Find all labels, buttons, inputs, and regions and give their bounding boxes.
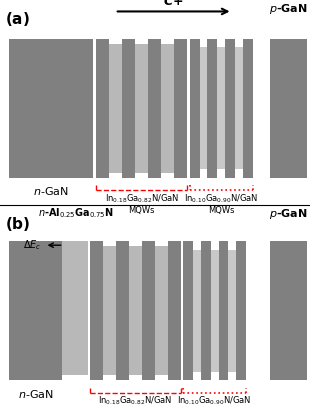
Text: $n$-GaN: $n$-GaN	[33, 185, 69, 197]
Text: $\mathbf{(b)}$: $\mathbf{(b)}$	[5, 215, 30, 233]
Bar	[168, 241, 181, 380]
Bar	[243, 39, 253, 178]
Bar	[190, 39, 200, 178]
Bar	[129, 246, 142, 375]
Bar	[161, 44, 174, 173]
Bar	[219, 241, 228, 380]
Bar	[225, 39, 235, 178]
Text: In$_{0.18}$Ga$_{0.82}$N/GaN
MQWs: In$_{0.18}$Ga$_{0.82}$N/GaN MQWs	[98, 395, 172, 409]
Bar	[217, 47, 225, 169]
Bar	[211, 250, 219, 372]
Bar	[103, 246, 116, 375]
Bar	[200, 47, 207, 169]
Bar	[155, 246, 168, 375]
Text: In$_{0.18}$Ga$_{0.82}$N/GaN
MQWs: In$_{0.18}$Ga$_{0.82}$N/GaN MQWs	[104, 192, 179, 215]
Bar	[236, 241, 246, 380]
Text: $\mathbf{(a)}$: $\mathbf{(a)}$	[5, 10, 29, 28]
Text: $\bfit{C}$+: $\bfit{C}$+	[163, 0, 184, 8]
Bar	[148, 39, 161, 178]
Text: $n$-GaN: $n$-GaN	[18, 388, 54, 400]
Bar	[9, 39, 93, 178]
Text: In$_{0.10}$Ga$_{0.90}$N/GaN
MQWs: In$_{0.10}$Ga$_{0.90}$N/GaN MQWs	[184, 192, 258, 215]
Bar	[96, 39, 109, 178]
Text: In$_{0.10}$Ga$_{0.90}$N/GaN
MQWs: In$_{0.10}$Ga$_{0.90}$N/GaN MQWs	[178, 395, 252, 409]
Bar	[270, 39, 307, 178]
Text: $n$-Al$_{0.25}$Ga$_{0.75}$N: $n$-Al$_{0.25}$Ga$_{0.75}$N	[38, 207, 113, 220]
Bar	[122, 39, 135, 178]
Bar	[116, 241, 129, 380]
Bar	[270, 241, 307, 380]
Text: $p$-GaN: $p$-GaN	[269, 207, 308, 220]
Bar	[62, 241, 88, 375]
Bar	[183, 241, 193, 380]
Bar	[235, 47, 243, 169]
Bar	[228, 250, 236, 372]
Bar	[201, 241, 211, 380]
Bar	[90, 241, 103, 380]
Text: $p$-GaN: $p$-GaN	[269, 2, 308, 16]
Bar	[193, 250, 201, 372]
Bar	[142, 241, 155, 380]
Bar	[135, 44, 148, 173]
Bar	[174, 39, 187, 178]
Bar	[9, 241, 62, 380]
Bar	[207, 39, 217, 178]
Bar	[109, 44, 122, 173]
Text: $\Delta E_c$: $\Delta E_c$	[23, 238, 61, 252]
